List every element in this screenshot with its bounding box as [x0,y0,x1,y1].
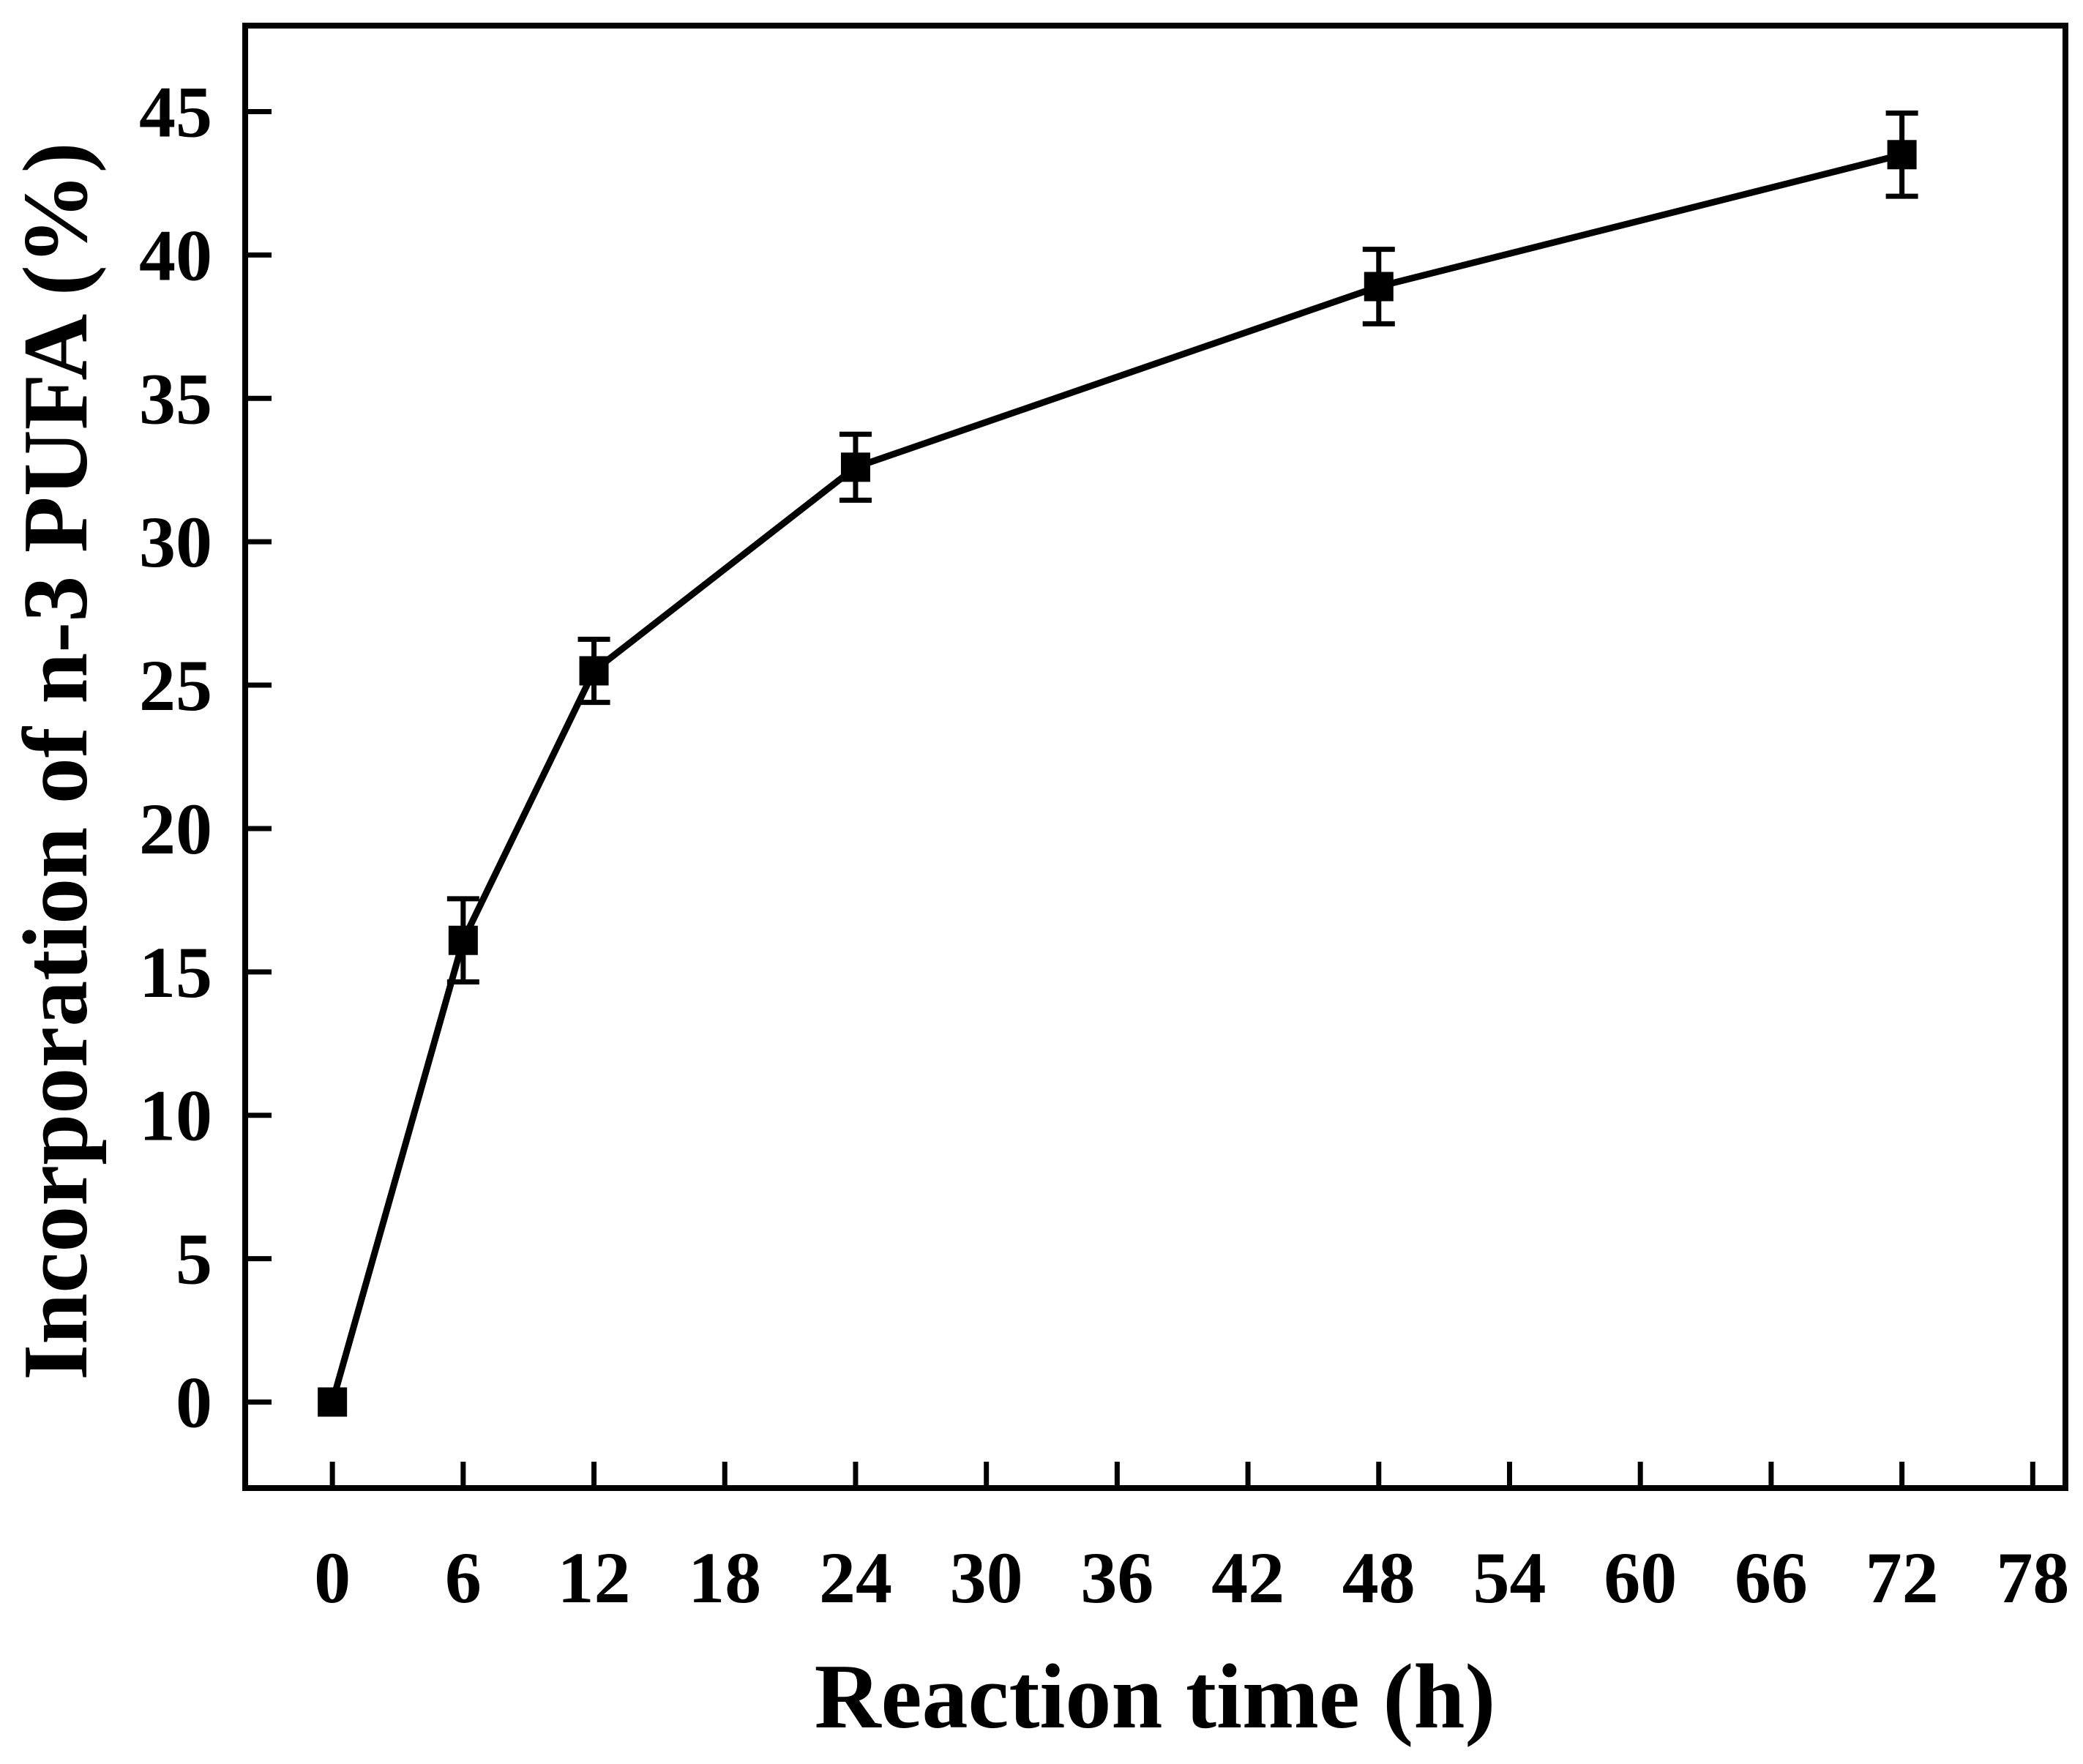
x-tick-label: 6 [445,1537,482,1618]
y-axis-label: Incorporation of n-3 PUFA (%) [5,142,107,1380]
y-tick-label: 0 [176,1361,212,1443]
data-point [448,925,478,955]
series-layer [318,110,1918,1417]
series-line [329,151,1903,1403]
x-tick-label: 18 [688,1537,761,1618]
x-tick-label: 12 [558,1537,631,1618]
x-tick-label: 78 [1996,1537,2069,1618]
y-tick-label: 20 [139,788,212,870]
y-tick-label: 40 [139,214,212,296]
x-tick-label: 66 [1735,1537,1808,1618]
data-point [318,1387,348,1417]
x-axis-label: Reaction time (h) [815,1646,1496,1748]
y-tick-label: 25 [139,645,212,726]
y-tick-label: 45 [139,72,212,153]
x-axis-tick-labels: 0 6 12 18 24 30 36 42 48 54 60 66 72 78 [314,1537,2069,1618]
x-tick-label: 60 [1604,1537,1677,1618]
y-tick-label: 5 [176,1219,212,1300]
x-tick-label: 48 [1342,1537,1416,1618]
data-point [1887,140,1917,170]
y-tick-label: 15 [139,932,212,1013]
y-tick-label: 30 [139,501,212,583]
x-tick-label: 0 [314,1537,351,1618]
y-tick-label: 10 [139,1075,212,1156]
x-tick-label: 36 [1080,1537,1153,1618]
data-point [840,452,870,482]
x-tick-label: 30 [950,1537,1023,1618]
data-point [1364,272,1394,302]
data-point [579,656,609,686]
y-tick-label: 35 [139,358,212,439]
x-tick-label: 54 [1473,1537,1546,1618]
x-tick-label: 72 [1866,1537,1939,1618]
x-tick-label: 42 [1211,1537,1284,1618]
plot-frame [242,23,2068,1491]
x-axis-ticks [329,1462,2035,1488]
x-tick-label: 24 [819,1537,892,1618]
y-axis-ticks [245,109,272,1405]
y-axis-tick-labels: 0 5 10 15 20 25 30 35 40 45 [139,72,212,1443]
